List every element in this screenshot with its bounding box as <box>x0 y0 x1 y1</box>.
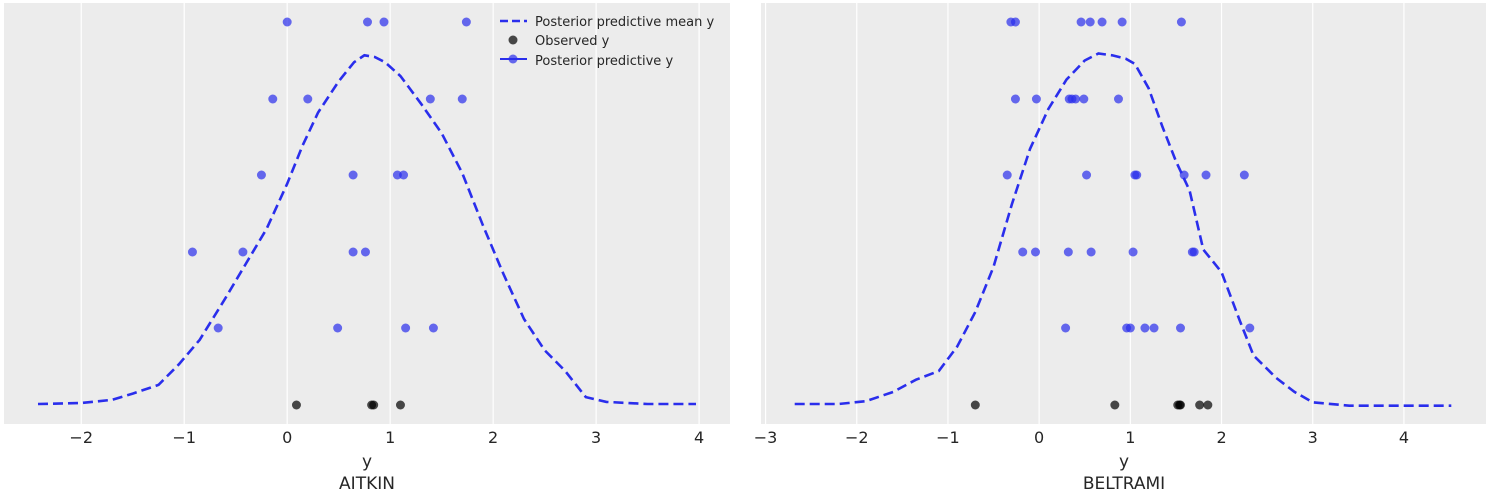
posterior-predictive-point <box>213 323 223 333</box>
posterior-predictive-point <box>348 170 358 180</box>
observed-point <box>1203 400 1213 410</box>
posterior-predictive-point <box>1071 94 1081 104</box>
posterior-predictive-point <box>333 323 343 333</box>
posterior-predictive-point <box>1085 17 1095 27</box>
legend-observed-label: Observed y <box>535 34 610 49</box>
x-tick-label: 1 <box>385 428 395 447</box>
posterior-predictive-point <box>461 17 471 27</box>
observed-point <box>369 400 379 410</box>
posterior-predictive-point <box>360 247 370 257</box>
gridlines-beltrami <box>764 3 1405 424</box>
x-axis-label-aitkin: y <box>362 452 372 472</box>
posterior-predictive-point <box>1201 170 1211 180</box>
legend-mean-label: Posterior predictive mean y <box>535 15 714 30</box>
posterior-predictive-point <box>303 94 313 104</box>
posterior-predictive-point <box>1010 94 1020 104</box>
posterior-predictive-point <box>1175 323 1185 333</box>
x-tick-label: 4 <box>1399 428 1409 447</box>
panel-title-aitkin: AITKIN <box>339 474 395 494</box>
posterior-predictive-point <box>187 247 197 257</box>
panel-beltrami: −3 −2 −1 0 1 2 3 4 y BELTRAMI <box>754 3 1486 494</box>
legend-predictive-swatch-dot <box>508 54 518 64</box>
observed-points-aitkin <box>291 400 405 410</box>
posterior-predictive-points-aitkin <box>187 17 471 333</box>
posterior-predictive-point <box>1063 247 1073 257</box>
posterior-predictive-point <box>1128 247 1138 257</box>
observed-point <box>1175 400 1185 410</box>
posterior-predictive-point <box>1140 323 1150 333</box>
posterior-predictive-point <box>425 94 435 104</box>
posterior-predictive-point <box>401 323 411 333</box>
posterior-predictive-point <box>1010 17 1020 27</box>
posterior-predictive-point <box>1125 323 1135 333</box>
posterior-predictive-point <box>1076 17 1086 27</box>
posterior-predictive-point <box>457 94 467 104</box>
posterior-predictive-point <box>1018 247 1028 257</box>
x-tick-label: 2 <box>1216 428 1226 447</box>
observed-point <box>1110 400 1120 410</box>
x-tick-labels-aitkin: −2 −1 0 1 2 3 4 <box>69 428 704 447</box>
posterior-predictive-point <box>1097 17 1107 27</box>
posterior-mean-curve-aitkin <box>37 53 696 406</box>
posterior-predictive-points-beltrami <box>1002 17 1255 333</box>
observed-point <box>395 400 405 410</box>
posterior-predictive-point <box>1239 170 1249 180</box>
posterior-predictive-point <box>392 170 402 180</box>
plot-area-aitkin <box>4 3 730 424</box>
x-tick-label: −3 <box>754 428 778 447</box>
posterior-predictive-point <box>1189 247 1199 257</box>
observed-point <box>291 400 301 410</box>
x-tick-label: −2 <box>845 428 869 447</box>
legend-observed-swatch <box>508 35 518 45</box>
posterior-predictive-point <box>379 17 389 27</box>
posterior-mean-curve-beltrami <box>794 52 1452 407</box>
posterior-predictive-point <box>1179 170 1189 180</box>
posterior-predictive-point <box>1002 170 1012 180</box>
x-axis-label-beltrami: y <box>1119 452 1129 472</box>
posterior-predictive-point <box>1082 170 1092 180</box>
observed-points-beltrami <box>970 400 1213 410</box>
x-tick-label: −1 <box>936 428 960 447</box>
observed-point <box>1195 400 1205 410</box>
posterior-predictive-point <box>1245 323 1255 333</box>
posterior-predictive-point <box>1149 323 1159 333</box>
x-tick-label: 2 <box>488 428 498 447</box>
legend: Posterior predictive mean y Observed y P… <box>500 15 714 69</box>
posterior-predictive-point <box>1079 94 1089 104</box>
x-tick-label: −2 <box>69 428 93 447</box>
x-tick-label: 1 <box>1125 428 1135 447</box>
plot-area-beltrami <box>761 3 1486 424</box>
posterior-predictive-point <box>238 247 248 257</box>
legend-predictive-label: Posterior predictive y <box>535 54 673 69</box>
posterior-predictive-point <box>399 170 409 180</box>
posterior-predictive-point <box>1061 323 1071 333</box>
posterior-predictive-point <box>348 247 358 257</box>
x-tick-label: 0 <box>282 428 292 447</box>
posterior-predictive-point <box>268 94 278 104</box>
posterior-predictive-point <box>1132 170 1142 180</box>
x-tick-label: 3 <box>591 428 601 447</box>
x-tick-labels-beltrami: −3 −2 −1 0 1 2 3 4 <box>754 428 1409 447</box>
x-tick-label: 3 <box>1308 428 1318 447</box>
panel-aitkin: −2 −1 0 1 2 3 4 y AITKIN <box>4 3 730 494</box>
posterior-predictive-point <box>1030 247 1040 257</box>
x-tick-label: 0 <box>1034 428 1044 447</box>
posterior-predictive-point <box>1117 17 1127 27</box>
posterior-predictive-point <box>256 170 266 180</box>
posterior-predictive-point <box>1113 94 1123 104</box>
posterior-predictive-point <box>1031 94 1041 104</box>
posterior-predictive-point <box>282 17 292 27</box>
panel-title-beltrami: BELTRAMI <box>1083 474 1165 494</box>
posterior-predictive-point <box>1176 17 1186 27</box>
posterior-predictive-point <box>1086 247 1096 257</box>
x-tick-label: −1 <box>172 428 196 447</box>
gridlines-aitkin <box>80 3 700 424</box>
posterior-predictive-point <box>363 17 373 27</box>
observed-point <box>970 400 980 410</box>
posterior-predictive-point <box>428 323 438 333</box>
x-tick-label: 4 <box>694 428 704 447</box>
